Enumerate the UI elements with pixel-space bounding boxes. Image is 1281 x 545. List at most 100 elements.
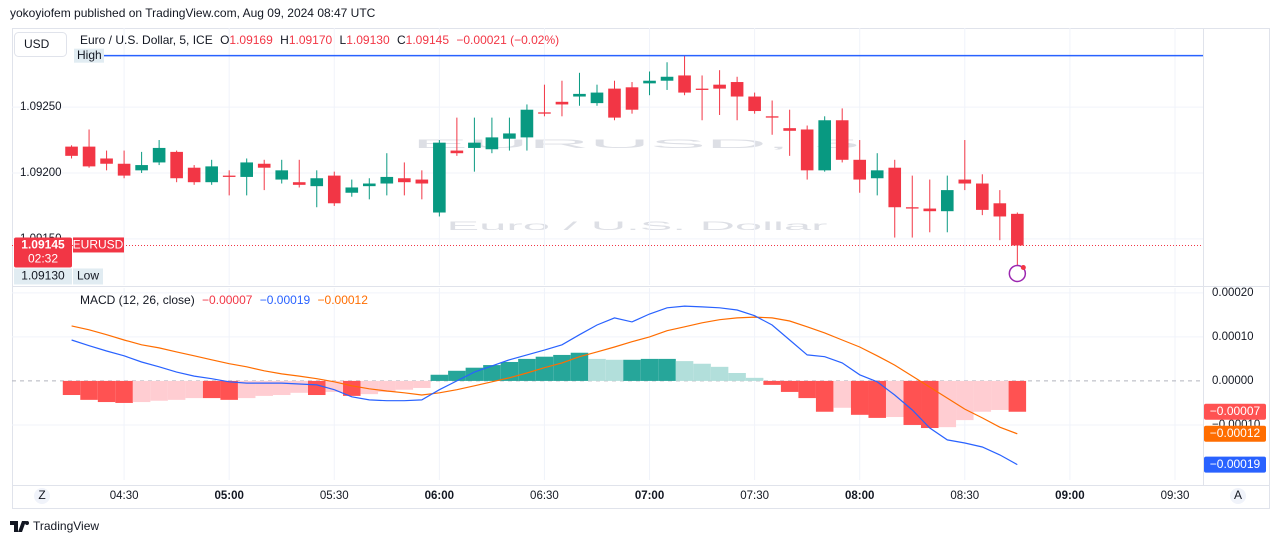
histogram-bar <box>360 380 379 395</box>
high-label-box <box>74 48 104 63</box>
candle-body <box>257 163 271 168</box>
histogram-last-label: −0.00007 <box>1210 404 1261 418</box>
histogram-bar <box>693 363 711 381</box>
histogram-bar <box>588 358 606 381</box>
histogram-bar <box>798 380 816 399</box>
histogram-bar <box>535 356 554 381</box>
symbol-title: Euro / U.S. Dollar, 5, ICE <box>80 33 213 47</box>
x-tick-label: 07:30 <box>740 490 769 502</box>
candle-body <box>555 101 569 105</box>
candle-body <box>433 142 446 213</box>
candle-body <box>275 170 289 180</box>
histogram-bar <box>658 358 676 381</box>
histogram-bar <box>290 380 308 393</box>
watermark: EURUSD, 5 <box>412 137 862 151</box>
histogram-bar <box>518 358 536 381</box>
candle-body <box>187 167 201 183</box>
candle-body <box>520 109 534 138</box>
candle-body <box>905 207 919 209</box>
auto-scale-button[interactable] <box>1230 488 1246 504</box>
macd-legend: MACD (12, 26, close) −0.00007 −0.00019 −… <box>80 293 368 307</box>
histogram-bar <box>956 380 974 421</box>
candle-body <box>450 150 464 154</box>
histogram-bar <box>483 365 501 381</box>
histogram-bar <box>850 380 869 415</box>
x-tick-label: 06:30 <box>530 490 559 502</box>
candle-body <box>590 92 604 104</box>
histogram-bar <box>675 361 694 381</box>
candle-body <box>362 183 376 187</box>
candle-body <box>993 203 1007 217</box>
auto-scale-label[interactable]: A <box>1234 488 1242 502</box>
histogram-bar <box>921 380 939 429</box>
candle-body <box>695 88 709 90</box>
candle-body <box>923 208 937 212</box>
candle-body <box>835 120 849 160</box>
ohlc-label: H <box>280 33 289 47</box>
ohlc-label: C <box>397 33 406 47</box>
low-value-box <box>14 268 72 285</box>
signal-value: −0.00012 <box>318 293 369 307</box>
histogram-bar <box>570 352 589 381</box>
candle-body <box>713 84 726 89</box>
countdown: 02:32 <box>28 252 58 266</box>
ohlc-value: 1.09145 <box>406 33 450 47</box>
signal-last-box <box>1204 425 1266 442</box>
candle-body <box>485 137 499 150</box>
histogram-bar <box>167 380 186 400</box>
candle-body <box>818 120 831 171</box>
candle-body <box>678 75 691 93</box>
histogram-bar <box>343 380 361 396</box>
x-tick-label: 06:00 <box>425 490 454 502</box>
last-price-box <box>14 237 72 268</box>
candle-body <box>783 128 796 131</box>
chart-frame <box>12 28 1270 509</box>
candle-body <box>940 190 954 212</box>
histogram-bar <box>728 372 746 381</box>
y-tick-label: 0.00020 <box>1212 287 1254 299</box>
x-tick-label: 08:00 <box>845 490 874 502</box>
candle-body <box>730 82 744 97</box>
y-tick-label: 0.00010 <box>1212 331 1254 343</box>
histogram-last-box <box>1204 403 1266 420</box>
currency-label[interactable]: USD <box>24 37 50 51</box>
candle-body <box>976 183 989 210</box>
histogram-bar <box>62 380 81 396</box>
plot-layer <box>12 28 1203 480</box>
candle-body <box>292 182 306 185</box>
candle-body <box>625 87 639 110</box>
x-tick-label: 04:30 <box>110 490 139 502</box>
candle-body <box>800 129 814 171</box>
histogram-bar <box>413 380 431 388</box>
histogram-bar <box>237 380 256 399</box>
candle-body <box>222 175 236 177</box>
histogram-bar <box>991 380 1009 410</box>
candle-body <box>853 159 867 180</box>
symbol-tag-box <box>73 237 124 253</box>
histogram-bar <box>97 380 116 403</box>
histogram-bar <box>710 366 729 381</box>
histogram-bar <box>325 380 344 392</box>
candle-body <box>1011 213 1024 246</box>
brand-logo <box>10 521 26 532</box>
ohlc-label: O <box>220 33 229 47</box>
publish-header: yokoyiofem published on TradingView.com,… <box>10 6 376 20</box>
histogram-bar <box>605 359 624 381</box>
histogram-bar <box>623 359 641 381</box>
zoom-label[interactable]: Z <box>38 488 45 502</box>
candle-body <box>117 163 131 176</box>
histogram-bar <box>885 380 904 418</box>
candle-body <box>100 158 113 164</box>
ohlc-value: 1.09169 <box>229 33 273 47</box>
histogram-bar <box>307 380 326 396</box>
currency-button[interactable] <box>14 32 67 57</box>
macd-last-label: −0.00019 <box>1210 457 1261 471</box>
macd-line <box>71 305 1018 466</box>
candle-body <box>345 187 359 193</box>
histogram-bar <box>185 380 203 399</box>
y-tick-label: 0.00000 <box>1212 375 1254 387</box>
candle-body <box>135 165 148 171</box>
zoom-button[interactable] <box>34 488 50 504</box>
brand-name: TradingView <box>33 519 99 533</box>
